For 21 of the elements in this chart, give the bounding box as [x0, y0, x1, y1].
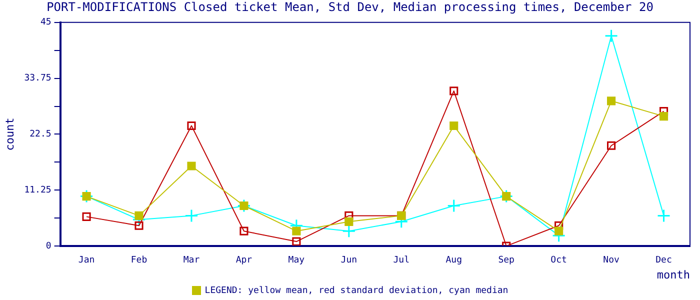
y-axis-title: count [3, 118, 16, 151]
x-tick-label: Sep [498, 256, 514, 266]
x-tick-label: Oct [550, 256, 567, 266]
x-tick-label: Dec [656, 256, 672, 266]
y-tick-label: 22.5 [30, 130, 52, 140]
y-tick-label: 11.25 [24, 185, 52, 196]
x-tick-label: Mar [183, 256, 200, 266]
x-tick-label: Aug [446, 256, 462, 266]
x-tick-label: Feb [130, 256, 148, 266]
x-tick-label: May [288, 256, 306, 266]
y-tick-label: 0 [46, 241, 52, 252]
text: LEGEND: yellow mean, red standard deviation, cyan median [204, 286, 508, 296]
y-tick-label: 45 [40, 18, 52, 28]
x-axis-title: month [656, 268, 690, 282]
chart-title: PORT-MODIFICATIONS Closed ticket Mean, Std Dev, Median processing times, December 20 [46, 0, 654, 14]
x-tick-label: Jan [78, 256, 95, 266]
x-tick-label: Jun [340, 256, 358, 266]
x-tick-label: Jul [393, 256, 410, 266]
x-tick-label: Apr [236, 256, 253, 266]
y-tick-label: 33.75 [24, 74, 52, 84]
x-tick-label: Nov [603, 256, 620, 266]
